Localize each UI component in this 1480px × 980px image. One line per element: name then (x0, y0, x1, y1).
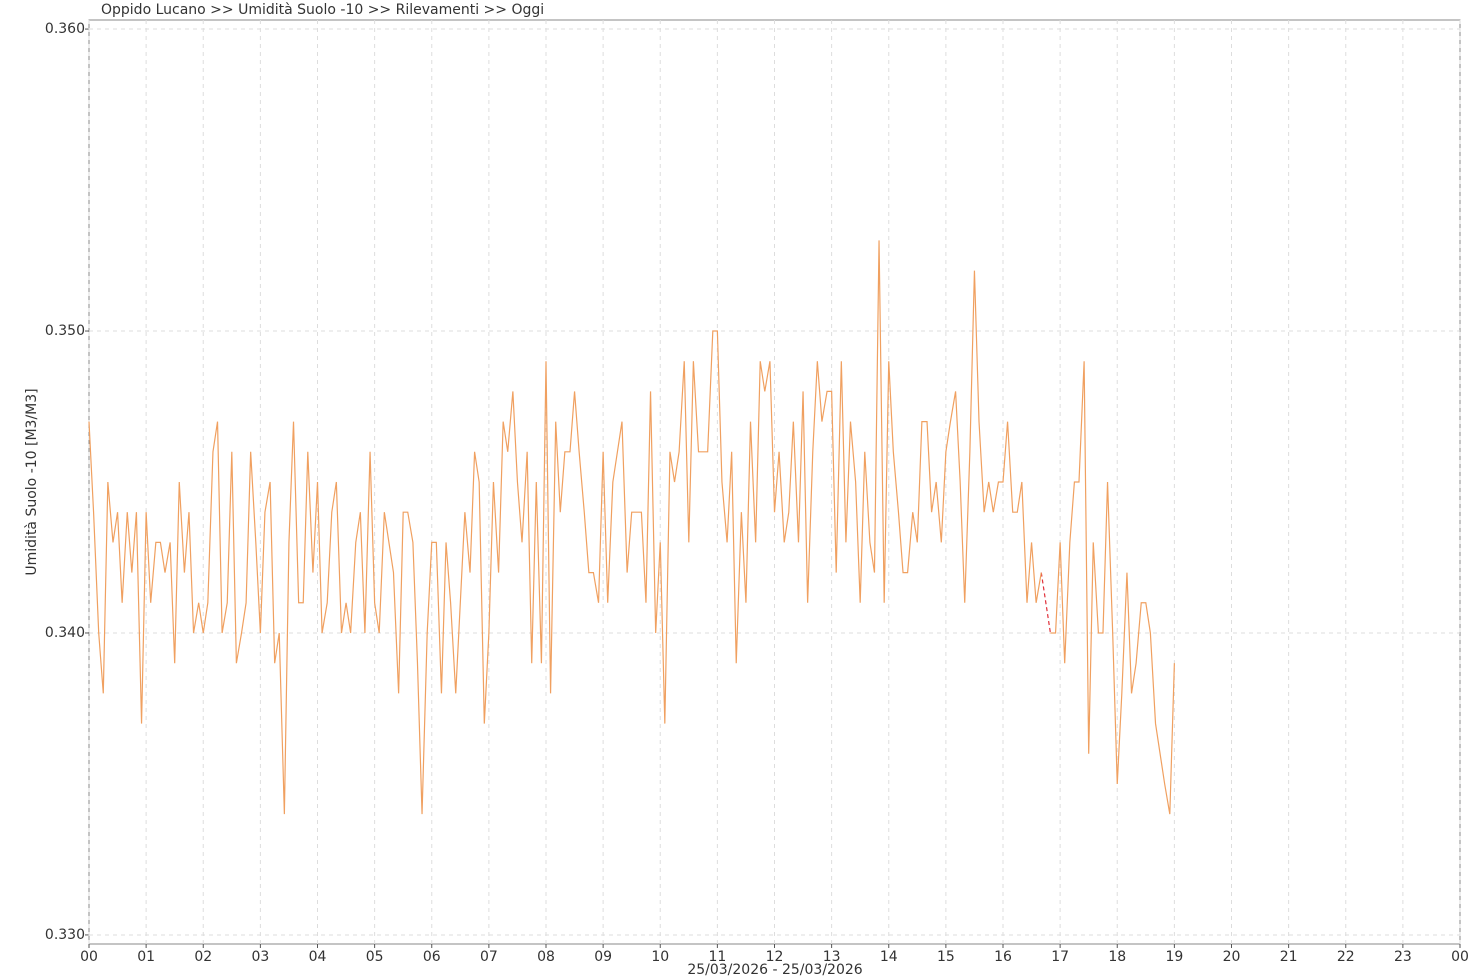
x-tick-label: 07 (480, 949, 498, 965)
x-tick-label: 21 (1280, 949, 1298, 965)
x-tick-label: 22 (1337, 949, 1355, 965)
x-axis-label: 25/03/2026 - 25/03/2026 (687, 962, 862, 978)
x-tick-label: 00 (80, 949, 98, 965)
x-tick-label: 11 (708, 949, 726, 965)
x-tick-label: 10 (651, 949, 669, 965)
y-tick-label: 0.360 (45, 21, 85, 37)
x-tick-label: 19 (1165, 949, 1183, 965)
x-tick-label: 02 (194, 949, 212, 965)
x-tick-label: 03 (251, 949, 269, 965)
x-tick-label: 23 (1394, 949, 1412, 965)
x-tick-label: 14 (880, 949, 898, 965)
x-tick-label: 17 (1051, 949, 1069, 965)
y-tick-label: 0.330 (45, 927, 85, 943)
x-tick-label: 01 (137, 949, 155, 965)
data-line (88, 240, 1175, 815)
x-tick-label: 20 (1223, 949, 1241, 965)
x-tick-label: 04 (309, 949, 327, 965)
x-tick-label: 05 (366, 949, 384, 965)
gap-connector (1040, 572, 1052, 634)
x-tick-label: 00 (1451, 949, 1469, 965)
x-tick-label: 18 (1108, 949, 1126, 965)
chart-title: Oppido Lucano >> Umidità Suolo -10 >> Ri… (101, 2, 544, 18)
x-tick-label: 13 (823, 949, 841, 965)
x-tick-label: 09 (594, 949, 612, 965)
x-tick-label: 16 (994, 949, 1012, 965)
x-tick-label: 06 (423, 949, 441, 965)
y-tick-label: 0.350 (45, 323, 85, 339)
y-axis-label: Umidità Suolo -10 [M3/M3] (24, 388, 40, 575)
y-tick-label: 0.340 (45, 625, 85, 641)
x-tick-label: 08 (537, 949, 555, 965)
x-tick-label: 15 (937, 949, 955, 965)
x-tick-label: 12 (766, 949, 784, 965)
